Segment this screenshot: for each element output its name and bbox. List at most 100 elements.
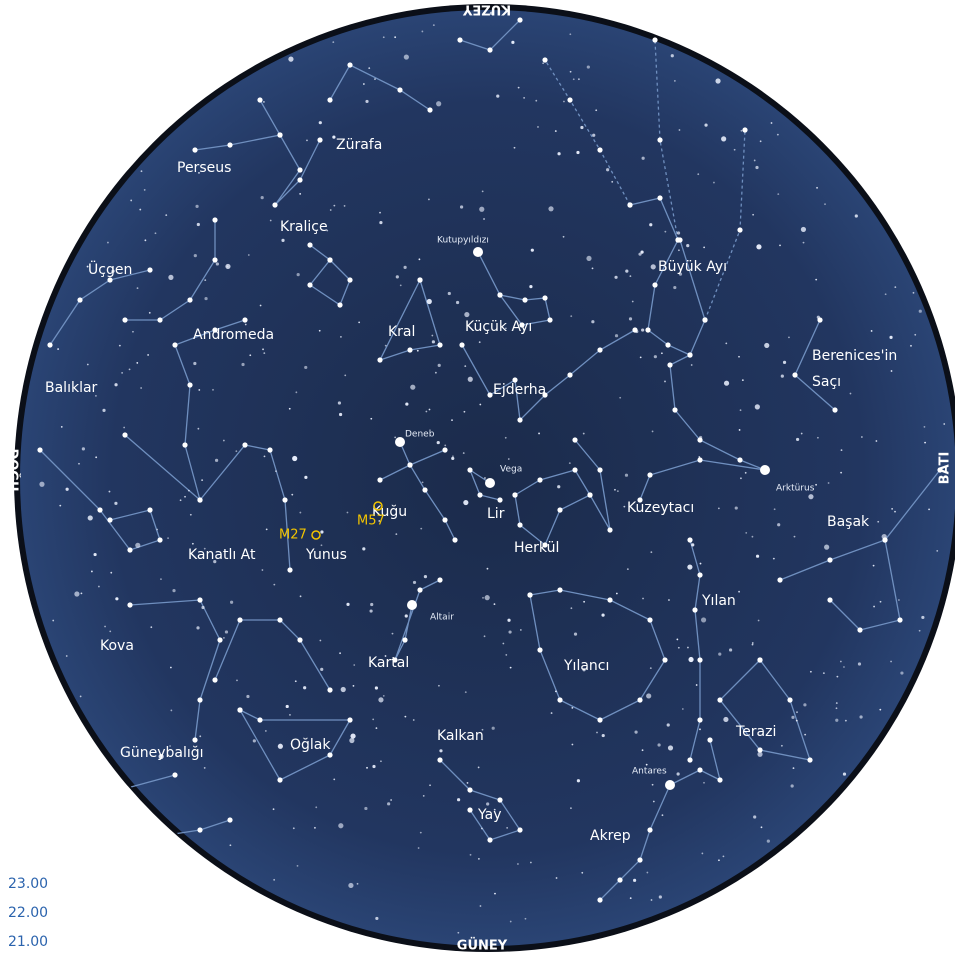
star-dot: [444, 445, 446, 447]
star-dot: [547, 317, 552, 322]
star-dot: [457, 932, 459, 934]
star-dot: [286, 705, 289, 708]
star-dot: [601, 614, 604, 617]
star-dot: [647, 827, 652, 832]
star-dot: [674, 80, 676, 82]
star-dot: [755, 166, 758, 169]
star-dot: [289, 408, 291, 410]
star-dot: [366, 767, 368, 769]
star-dot: [297, 637, 302, 642]
star-dot: [816, 187, 818, 189]
star-dot: [756, 244, 761, 249]
star-dot: [580, 126, 583, 129]
star-dot: [341, 687, 346, 692]
star-dot: [723, 717, 728, 722]
constellation-label: Yılancı: [563, 658, 609, 674]
star-dot: [788, 336, 790, 338]
star-dot: [943, 423, 945, 425]
star-dot: [437, 577, 442, 582]
star-dot: [505, 437, 507, 439]
star-dot: [676, 639, 678, 641]
star-dot: [59, 505, 61, 507]
star-dot: [212, 677, 217, 682]
star-dot: [701, 853, 703, 855]
star-dot: [267, 447, 272, 452]
star-dot: [122, 317, 127, 322]
star-dot: [429, 784, 431, 786]
star-dot: [641, 328, 644, 331]
star-dot: [387, 802, 390, 805]
star-dot: [253, 739, 256, 742]
star-dot: [407, 462, 412, 467]
star-dot: [265, 730, 267, 732]
star-dot: [688, 657, 693, 662]
star-dot: [557, 587, 562, 592]
star-dot: [597, 147, 602, 152]
star-dot: [78, 463, 80, 465]
star-dot: [572, 437, 577, 442]
star-dot: [760, 140, 762, 142]
star-dot: [557, 507, 562, 512]
star-dot: [671, 54, 674, 57]
star-dot: [850, 393, 852, 395]
star-dot: [478, 767, 480, 769]
star-dot: [783, 361, 786, 364]
star-dot: [347, 717, 352, 722]
star-dot: [249, 354, 251, 356]
star-dot: [753, 815, 756, 818]
star-dot: [885, 293, 887, 295]
star-dot: [81, 592, 83, 594]
star-dot: [273, 584, 275, 586]
star-dot: [320, 530, 323, 533]
star-dot: [347, 512, 349, 514]
star-dot: [682, 708, 684, 710]
star-dot: [657, 137, 662, 142]
star-dot: [919, 630, 921, 632]
star-dot: [615, 334, 618, 337]
star-dot: [522, 297, 527, 302]
star-dot: [757, 657, 762, 662]
star-dot: [657, 743, 660, 746]
star-dot: [390, 799, 392, 801]
star-dot: [843, 666, 845, 668]
star-dot: [417, 277, 422, 282]
star-dot: [657, 195, 662, 200]
star-dot: [578, 78, 580, 80]
star-dot: [645, 327, 650, 332]
star-dot: [353, 685, 355, 687]
star-dot: [611, 181, 613, 183]
star-dot: [530, 862, 532, 864]
constellation-label: Zürafa: [336, 137, 382, 153]
star-dot: [517, 863, 519, 865]
star-dot: [697, 717, 702, 722]
star-dot: [260, 305, 262, 307]
star-dot: [857, 627, 862, 632]
star-dot: [485, 595, 490, 600]
star-dot: [691, 364, 693, 366]
star-dot: [429, 409, 431, 411]
star-dot: [740, 409, 742, 411]
constellation-label: Akrep: [590, 828, 631, 844]
star-dot: [855, 214, 858, 217]
star-dot: [350, 733, 355, 738]
star-dot: [563, 236, 565, 238]
star-dot: [460, 205, 463, 208]
star-dot: [327, 752, 332, 757]
star-dot: [567, 97, 572, 102]
star-dot: [457, 37, 462, 42]
star-dot: [357, 883, 359, 885]
star-dot: [144, 239, 146, 241]
star-dot: [662, 657, 667, 662]
star-dot: [840, 661, 842, 663]
star-dot: [699, 728, 701, 730]
star-dot: [319, 121, 322, 124]
star-dot: [235, 450, 237, 452]
star-dot: [304, 476, 307, 479]
star-dot: [841, 449, 843, 451]
star-dot: [223, 637, 225, 639]
star-dot: [551, 712, 553, 714]
star-dot: [199, 735, 201, 737]
star-dot: [484, 477, 486, 479]
star-dot: [517, 522, 522, 527]
star-dot: [295, 391, 297, 393]
